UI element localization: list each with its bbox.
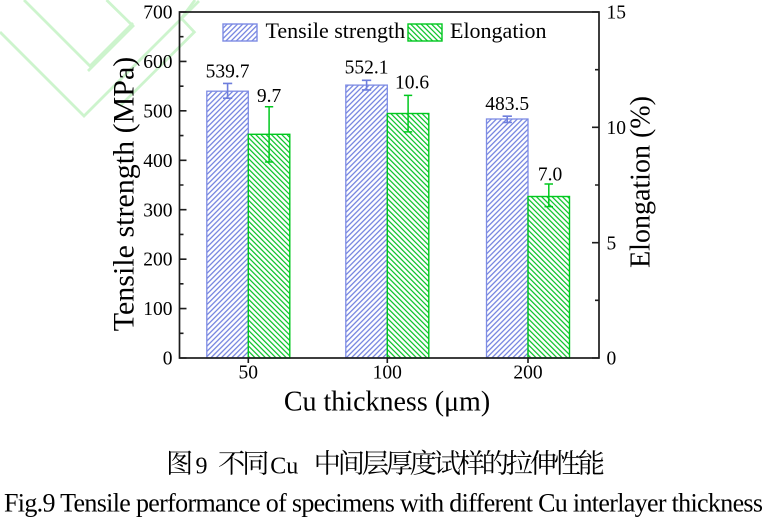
svg-text:400: 400 bbox=[143, 151, 172, 172]
svg-text:Cu: Cu bbox=[270, 453, 298, 479]
svg-text:552.1: 552.1 bbox=[345, 58, 389, 79]
svg-text:100: 100 bbox=[143, 299, 172, 320]
svg-text:600: 600 bbox=[143, 52, 172, 73]
svg-text:9: 9 bbox=[196, 453, 208, 479]
svg-text:10.6: 10.6 bbox=[395, 73, 429, 94]
svg-text:0: 0 bbox=[163, 349, 173, 370]
svg-text:200: 200 bbox=[143, 250, 172, 271]
svg-text:Tensile strength (MPa): Tensile strength (MPa) bbox=[108, 57, 141, 332]
svg-text:Elongation (%): Elongation (%) bbox=[626, 96, 657, 268]
svg-text:Elongation: Elongation bbox=[450, 18, 547, 43]
svg-text:Cu thickness (μm): Cu thickness (μm) bbox=[284, 387, 490, 418]
svg-text:200: 200 bbox=[513, 363, 542, 384]
svg-text:15: 15 bbox=[607, 3, 627, 24]
svg-text:0: 0 bbox=[607, 349, 617, 370]
svg-text:539.7: 539.7 bbox=[206, 62, 250, 83]
svg-text:50: 50 bbox=[239, 363, 259, 384]
svg-text:300: 300 bbox=[143, 200, 172, 221]
svg-text:9.7: 9.7 bbox=[257, 86, 282, 107]
svg-text:Fig.9 Tensile performance of s: Fig.9 Tensile performance of specimens w… bbox=[4, 489, 763, 518]
svg-text:5: 5 bbox=[607, 233, 617, 254]
svg-text:700: 700 bbox=[143, 3, 172, 24]
svg-text:100: 100 bbox=[373, 363, 402, 384]
svg-text:7.0: 7.0 bbox=[538, 164, 562, 185]
svg-text:10: 10 bbox=[607, 118, 627, 139]
svg-text:483.5: 483.5 bbox=[485, 94, 529, 115]
svg-text:500: 500 bbox=[143, 102, 172, 123]
svg-text:Tensile strength: Tensile strength bbox=[266, 18, 406, 43]
